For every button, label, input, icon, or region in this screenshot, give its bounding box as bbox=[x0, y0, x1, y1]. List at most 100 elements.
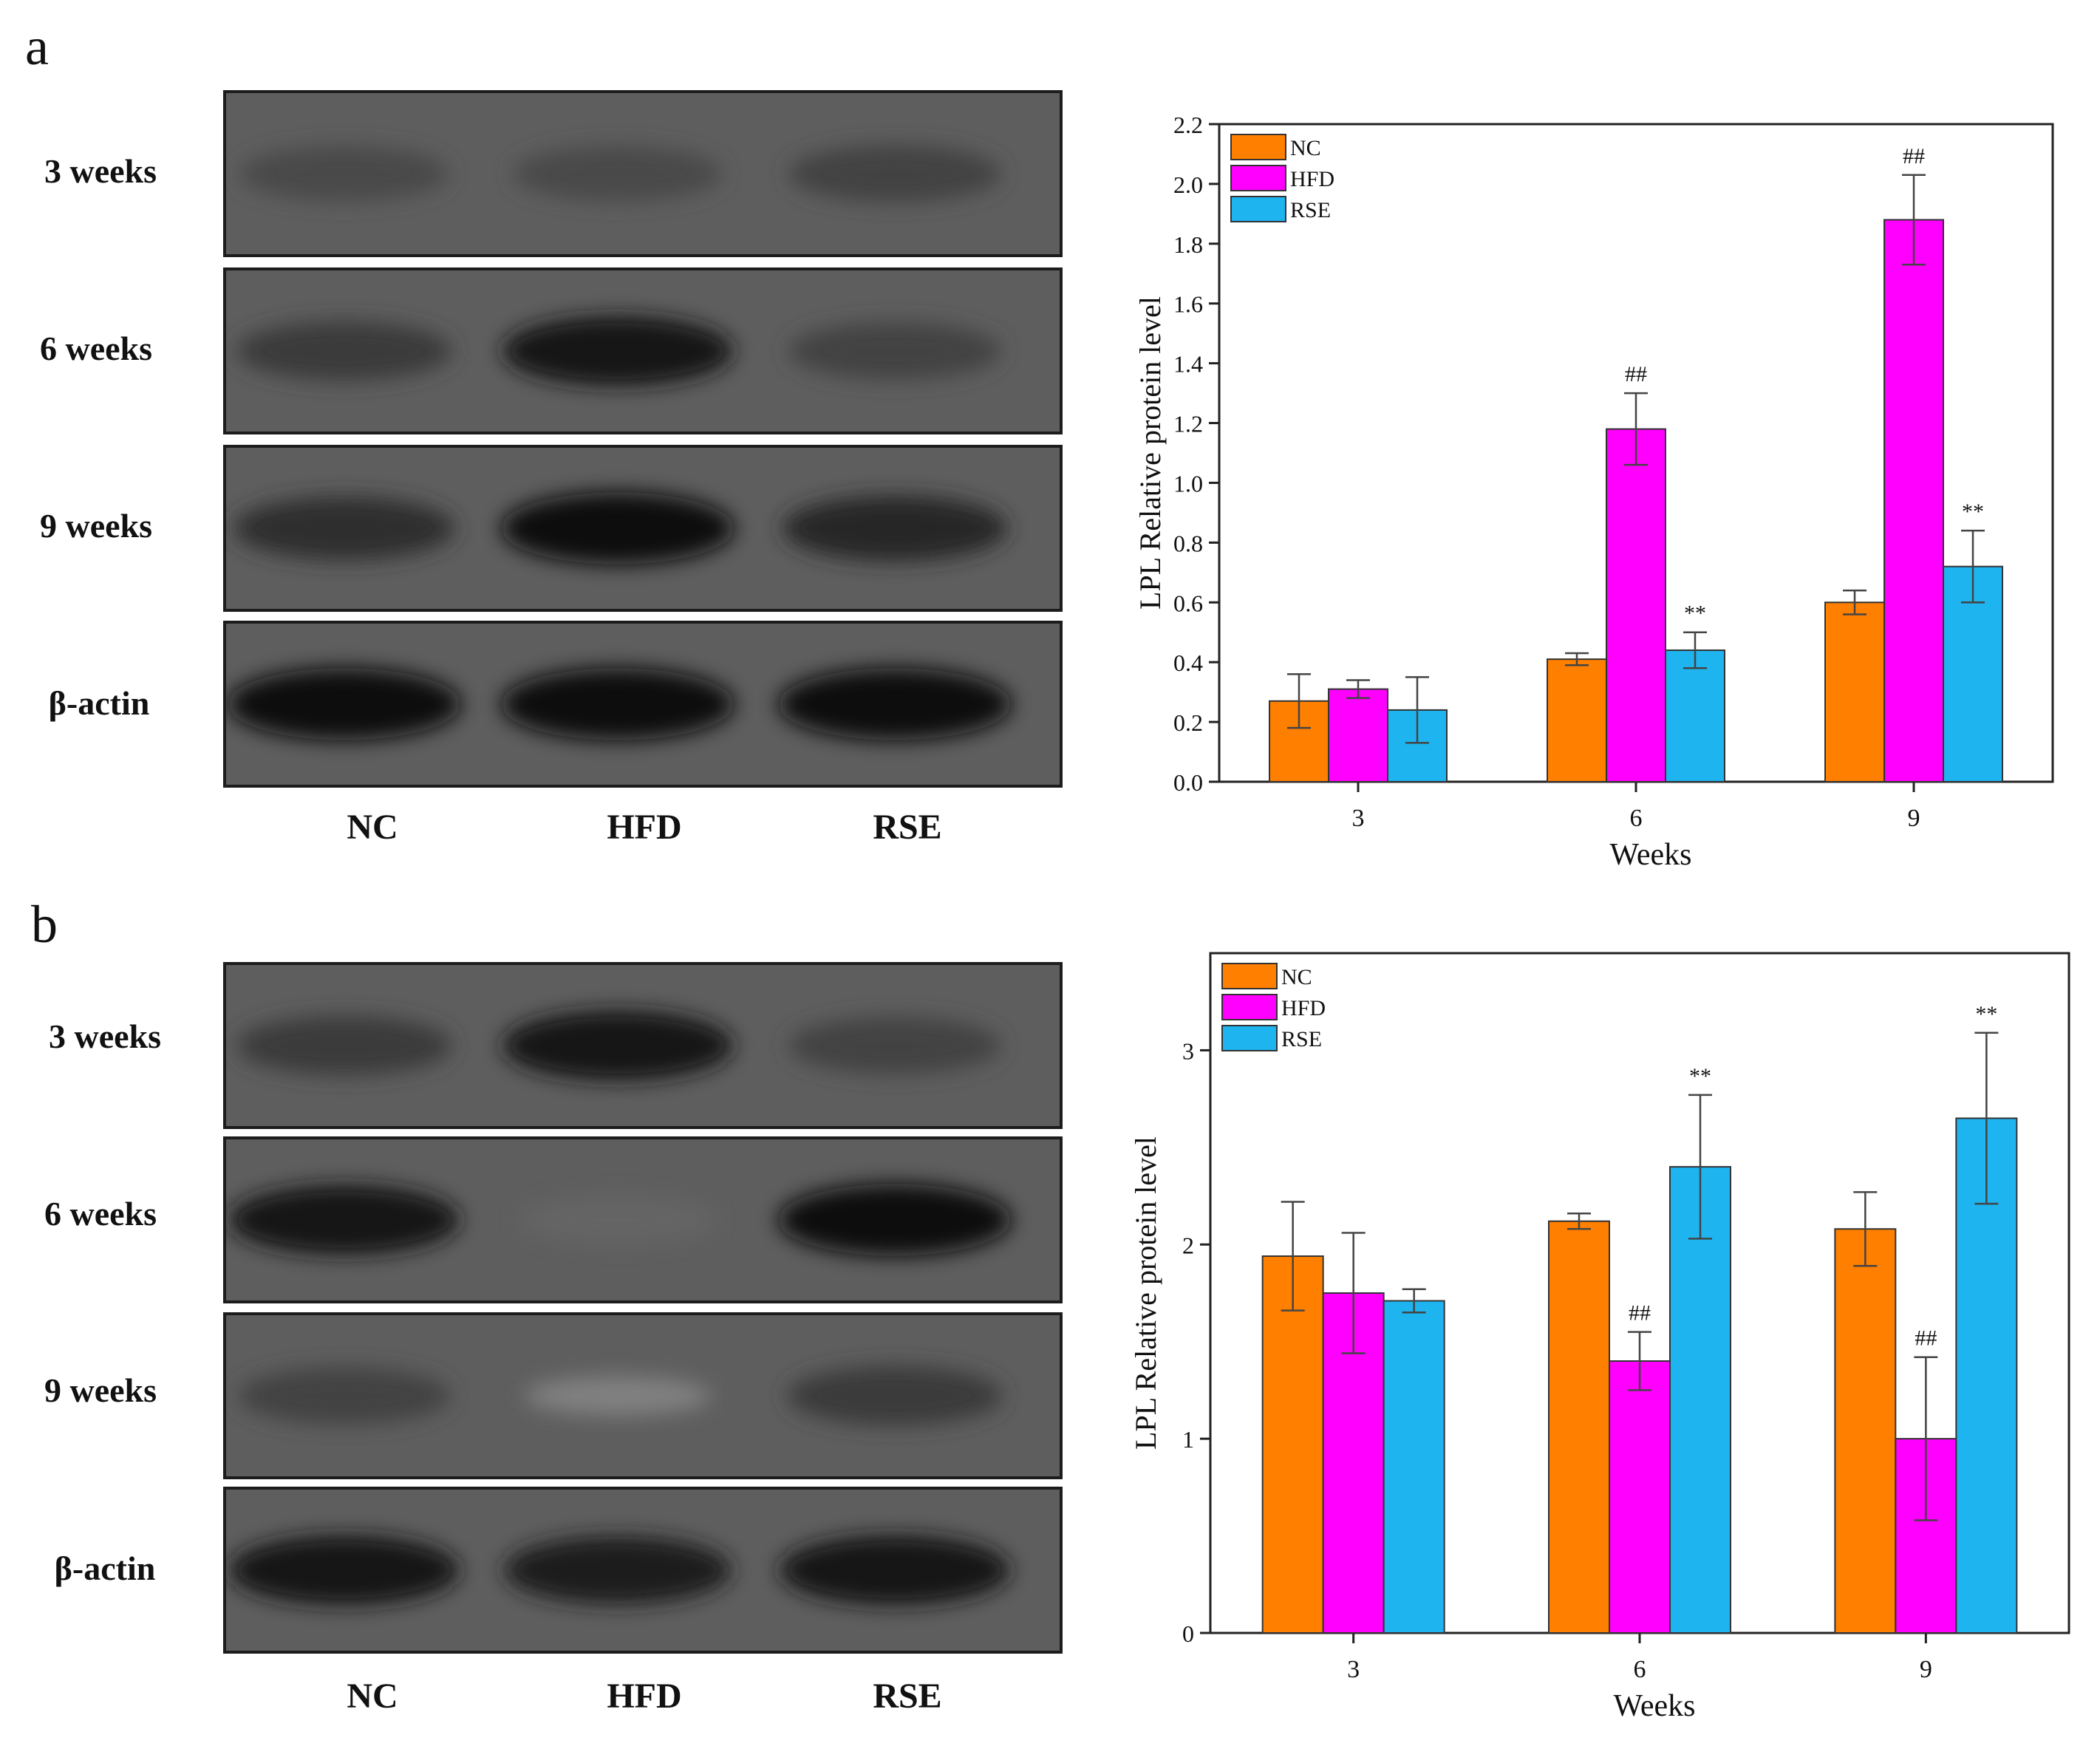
blot-band bbox=[236, 1015, 452, 1076]
lane-label: RSE bbox=[873, 1677, 942, 1716]
blot-row-label: β-actin bbox=[48, 684, 150, 722]
significance-label: ## bbox=[1629, 1301, 1651, 1326]
bar bbox=[1824, 601, 1885, 782]
y-tick-label: 0.4 bbox=[1173, 649, 1203, 676]
blot-svg bbox=[226, 1490, 1060, 1651]
bar bbox=[1606, 428, 1666, 782]
y-tick-label: 0.8 bbox=[1173, 530, 1203, 556]
y-tick-label: 1.2 bbox=[1173, 411, 1203, 437]
bar bbox=[1665, 649, 1725, 782]
blot-band bbox=[525, 1376, 711, 1416]
blot-row-label: β-actin bbox=[54, 1549, 156, 1587]
blot-band bbox=[780, 1535, 1010, 1606]
bar bbox=[1383, 1300, 1445, 1634]
bar bbox=[1609, 1360, 1671, 1634]
blot-svg bbox=[226, 93, 1060, 254]
legend-label: NC bbox=[1281, 965, 1312, 989]
bar bbox=[1261, 1255, 1324, 1634]
blot-row-label: 9 weeks bbox=[44, 1371, 157, 1409]
blot-row-label: 9 weeks bbox=[39, 507, 153, 545]
blot-svg bbox=[226, 624, 1060, 785]
y-tick-label: 2.0 bbox=[1173, 171, 1203, 198]
y-tick-label: 2.2 bbox=[1173, 112, 1203, 138]
blot-band bbox=[501, 492, 734, 565]
y-axis-label: LPL Relative protein level bbox=[1129, 1136, 1162, 1450]
x-tick-label: 3 bbox=[1347, 1656, 1360, 1683]
bar bbox=[1883, 219, 1944, 783]
legend-swatch bbox=[1230, 196, 1286, 222]
blot-band bbox=[504, 1536, 732, 1604]
blot-band bbox=[788, 1017, 1001, 1074]
blot-band bbox=[788, 145, 1001, 202]
blot-image bbox=[223, 962, 1063, 1129]
x-axis-label: Weeks bbox=[1610, 838, 1692, 872]
y-tick-label: 1.8 bbox=[1173, 231, 1203, 258]
y-tick-label: 1.0 bbox=[1173, 470, 1203, 497]
y-tick-label: 2 bbox=[1182, 1232, 1194, 1258]
blot-band bbox=[788, 322, 1001, 380]
x-tick-label: 6 bbox=[1634, 1656, 1646, 1683]
blot-svg bbox=[226, 965, 1060, 1126]
blot-band bbox=[239, 146, 449, 202]
significance-label: ## bbox=[1915, 1326, 1937, 1351]
y-tick-label: 0.0 bbox=[1173, 769, 1203, 796]
blot-image bbox=[223, 267, 1063, 434]
blot-band bbox=[513, 146, 723, 202]
bar-chart-a: 0.0 0.2 0.4 0.6 0.8 1.0 1.2 1.4 1.6 1.8 2.0 2.2 3 6 ##… bbox=[1108, 89, 2084, 890]
y-tick-label: 1.6 bbox=[1173, 291, 1203, 318]
significance-label: ## bbox=[1903, 144, 1925, 168]
significance-label: ** bbox=[1689, 1064, 1711, 1088]
x-tick-label: 6 bbox=[1630, 805, 1643, 832]
legend-swatch bbox=[1221, 994, 1278, 1020]
blot-svg bbox=[226, 270, 1060, 432]
blot-image bbox=[223, 90, 1063, 257]
lane-label: HFD bbox=[607, 1677, 682, 1716]
blot-image bbox=[223, 621, 1063, 788]
panel-letter-b: b bbox=[31, 895, 58, 954]
y-tick-label: 3 bbox=[1182, 1037, 1194, 1064]
y-tick-label: 1.4 bbox=[1173, 351, 1203, 378]
significance-label: ## bbox=[1625, 362, 1647, 386]
legend-swatch bbox=[1230, 165, 1286, 191]
legend-label: RSE bbox=[1281, 1027, 1322, 1051]
chart-svg: 0 1 2 3 3 6 ## ** 9 ## ** Weeks LPL Relative protein… bbox=[1129, 952, 2070, 1723]
x-tick-label: 9 bbox=[1920, 1656, 1932, 1683]
blot-svg bbox=[226, 448, 1060, 609]
blot-image bbox=[223, 445, 1063, 612]
blot-band bbox=[229, 1184, 460, 1255]
blot-band bbox=[502, 316, 733, 386]
x-tick-label: 9 bbox=[1908, 805, 1920, 832]
y-tick-label: 0.2 bbox=[1173, 709, 1203, 736]
blot-row-label: 6 weeks bbox=[44, 1195, 157, 1232]
blot-band bbox=[787, 1365, 1003, 1426]
x-tick-label: 3 bbox=[1352, 805, 1365, 832]
blot-image bbox=[223, 1136, 1063, 1303]
blot-band bbox=[778, 1184, 1012, 1256]
legend-swatch bbox=[1221, 963, 1278, 989]
lane-label: NC bbox=[347, 1677, 398, 1716]
significance-label: ** bbox=[1684, 601, 1706, 626]
y-tick-label: 0.6 bbox=[1173, 590, 1203, 616]
y-tick-label: 0 bbox=[1182, 1620, 1194, 1647]
y-tick-label: 1 bbox=[1182, 1426, 1194, 1453]
bar bbox=[1548, 1220, 1610, 1634]
legend-swatch bbox=[1230, 134, 1286, 160]
legend-label: HFD bbox=[1281, 996, 1326, 1020]
lane-label: RSE bbox=[873, 808, 942, 847]
blot-svg bbox=[226, 1139, 1060, 1300]
legend-label: NC bbox=[1290, 136, 1321, 160]
blot-band bbox=[236, 321, 452, 381]
significance-label: ** bbox=[1975, 1002, 1997, 1026]
blot-row-label: 3 weeks bbox=[44, 152, 157, 190]
significance-label: ** bbox=[1962, 499, 1984, 524]
lane-label: NC bbox=[347, 808, 398, 847]
bar bbox=[1547, 658, 1607, 782]
bar bbox=[1669, 1166, 1731, 1634]
blot-band bbox=[233, 497, 455, 560]
blot-image bbox=[223, 1487, 1063, 1654]
blot-band bbox=[519, 1196, 717, 1244]
y-axis-label: LPL Relative protein level bbox=[1133, 296, 1167, 610]
blot-band bbox=[501, 668, 734, 740]
chart-svg: 0.0 0.2 0.4 0.6 0.8 1.0 1.2 1.4 1.6 1.8 2.0 2.2 3 6 ##… bbox=[1133, 112, 2054, 872]
legend-swatch bbox=[1221, 1025, 1278, 1051]
